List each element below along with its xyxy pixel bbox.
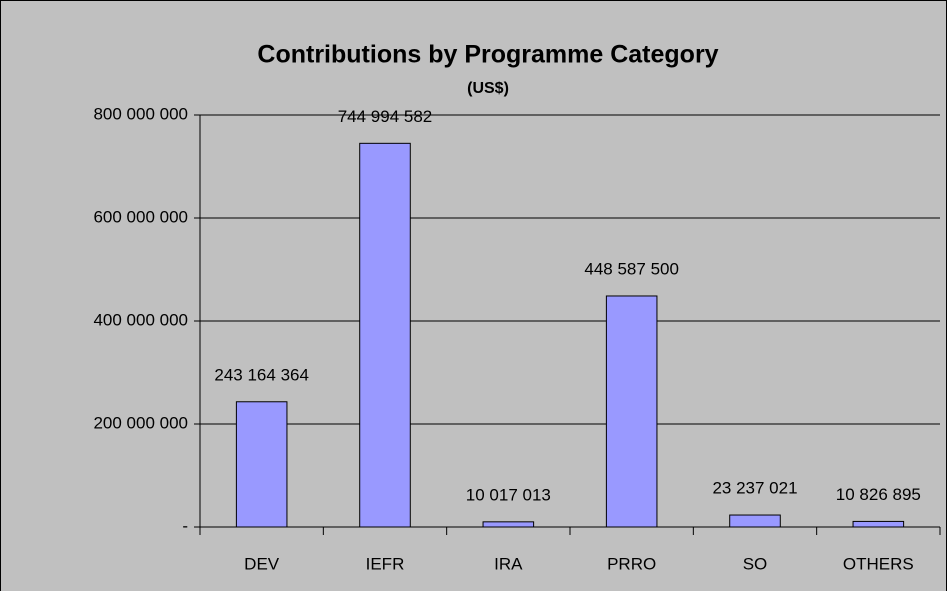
y-tick-label: - xyxy=(182,516,188,535)
bar xyxy=(729,514,781,528)
x-tick-label: PRRO xyxy=(607,554,656,573)
x-tick-label: IEFR xyxy=(366,554,405,573)
value-label: 23 237 021 xyxy=(712,479,797,498)
value-label: 448 587 500 xyxy=(584,259,679,278)
value-label: 10 017 013 xyxy=(466,485,551,504)
chart-title: Contributions by Programme Category xyxy=(257,41,718,69)
y-tick-label: 200 000 000 xyxy=(93,413,188,432)
bar xyxy=(605,295,658,528)
bar xyxy=(359,142,411,528)
y-tick-label: 600 000 000 xyxy=(93,207,188,226)
chart-subtitle: (US$) xyxy=(467,80,509,97)
bar xyxy=(852,520,905,528)
y-tick-label: 400 000 000 xyxy=(93,310,188,329)
x-tick-label: IRA xyxy=(494,554,523,573)
x-tick-label: DEV xyxy=(244,554,280,573)
y-tick-label: 800 000 000 xyxy=(93,104,188,123)
x-tick-label: OTHERS xyxy=(843,554,914,573)
value-label: 744 994 582 xyxy=(338,107,433,126)
x-tick-label: SO xyxy=(743,554,768,573)
bar xyxy=(235,401,288,528)
value-label: 10 826 895 xyxy=(836,485,921,504)
value-label: 243 164 364 xyxy=(214,365,309,384)
bar xyxy=(482,521,535,528)
